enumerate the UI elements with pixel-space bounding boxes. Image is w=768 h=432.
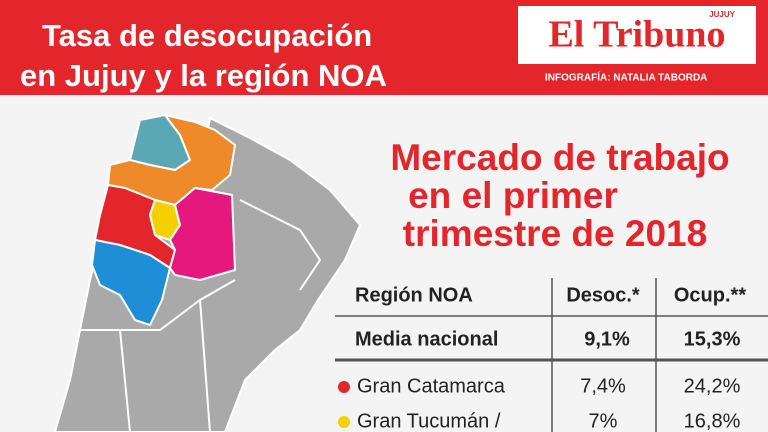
map-border bbox=[199, 299, 211, 432]
subtitle-line: en el primer bbox=[408, 175, 618, 216]
logo-tag: JUJUY bbox=[709, 10, 735, 19]
map bbox=[54, 114, 361, 432]
table-header: Región NOA bbox=[355, 284, 473, 306]
credit: INFOGRAFÍA: NATALIA TABORDA bbox=[545, 71, 707, 84]
title-line: Tasa de desocupación bbox=[42, 18, 372, 53]
map-province bbox=[169, 187, 236, 281]
table-cell: Media nacional bbox=[355, 328, 498, 350]
map-border bbox=[119, 329, 131, 432]
table-header: Desoc.* bbox=[566, 284, 640, 306]
table-cell: 16,8% bbox=[684, 410, 741, 432]
table-cell: 7,4% bbox=[580, 375, 626, 397]
table-cell: Gran Catamarca bbox=[357, 375, 506, 397]
table-header: Ocup.** bbox=[674, 284, 746, 306]
logo: El Tribuno bbox=[548, 14, 725, 56]
table: Región NOA Desoc.* Ocup.** Media naciona… bbox=[335, 278, 768, 432]
map-province bbox=[91, 239, 171, 326]
table-cell: 15,3% bbox=[684, 328, 741, 350]
table-cell: 9,1% bbox=[584, 328, 630, 350]
table-cell: 24,2% bbox=[684, 375, 741, 397]
subtitle-line: trimestre de 2018 bbox=[403, 213, 707, 254]
legend-dot bbox=[338, 381, 350, 393]
legend-dot bbox=[338, 416, 350, 428]
title-line: en Jujuy y la región NOA bbox=[20, 58, 387, 93]
table-cell: Gran Tucumán / bbox=[357, 410, 501, 432]
map-border bbox=[239, 199, 322, 291]
subtitle-line: Mercado de trabajo bbox=[390, 137, 729, 178]
logo-box bbox=[518, 6, 756, 64]
table-cell: 7% bbox=[589, 410, 618, 432]
